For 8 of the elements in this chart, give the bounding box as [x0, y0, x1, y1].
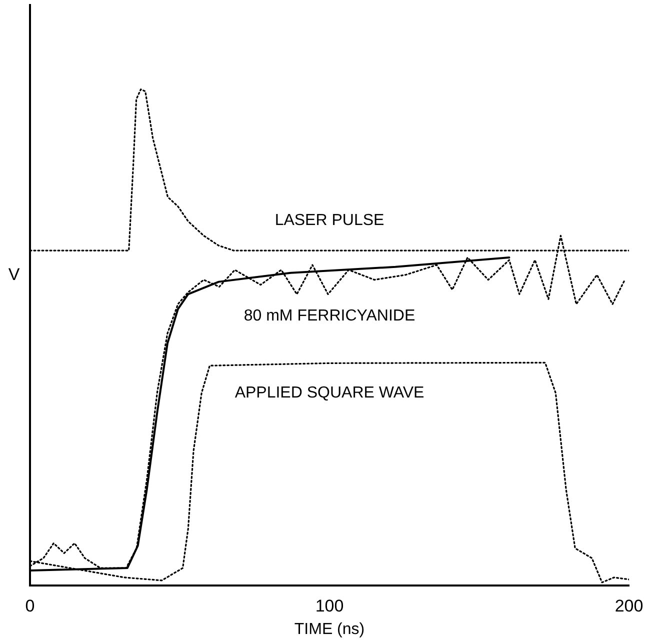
x-axis-title: TIME (ns) — [294, 620, 365, 638]
series-label: 80 mM FERRICYANIDE — [244, 308, 416, 325]
series-label: APPLIED SQUARE WAVE — [234, 384, 424, 402]
series-label: LASER PULSE — [274, 212, 384, 229]
y-axis-title: V — [8, 264, 20, 284]
x-tick-label: 0 — [25, 596, 35, 616]
x-tick-label: 100 — [315, 596, 344, 616]
x-tick-label: 200 — [614, 596, 644, 616]
